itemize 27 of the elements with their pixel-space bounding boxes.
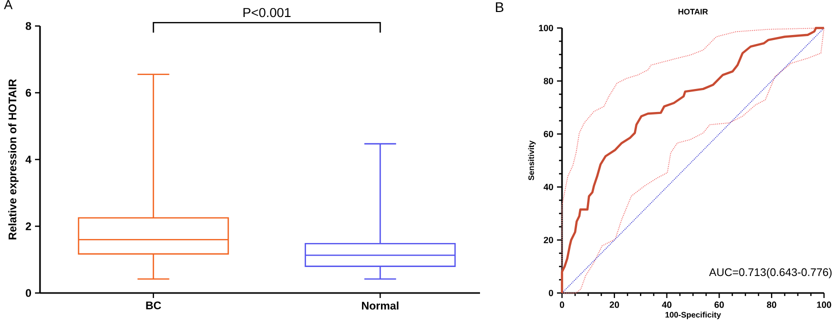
y-tick-label: 0 [26,289,32,297]
x-tick-label: 100 [817,302,832,308]
y-tick-label: 4 [26,156,32,164]
x-tick-label: 80 [766,302,776,308]
annotation: AUC=0.713(0.643-0.776) [709,268,832,278]
y-tick-label: 60 [544,130,554,138]
x-tick-label: 60 [714,302,724,308]
y-axis-title: Relative expression of HOTAIR [8,79,19,240]
x-axis-title: 100-Specificity [665,312,721,320]
y-tick-label: 20 [544,236,554,244]
y-axis-title: Sensitivity [528,140,536,180]
text: A [4,0,13,10]
x-tick-label: 40 [662,302,672,308]
chart-title: HOTAIR [678,8,708,14]
y-tick-label: 8 [26,22,32,30]
text: B [496,2,504,12]
x-tick-label: Normal [362,302,398,310]
y-tick-label: 40 [544,184,554,190]
x-tick-label: 20 [610,302,620,308]
y-tick-label: 0 [548,290,554,296]
x-tick-label: BC [146,302,162,310]
y-tick-label: 6 [26,88,32,97]
text: P<0.001 [243,8,291,18]
y-tick-label: 80 [544,78,554,84]
x-tick-label: 0 [560,302,564,308]
y-tick-label: 2 [26,222,32,230]
y-tick-label: 100 [539,24,554,32]
